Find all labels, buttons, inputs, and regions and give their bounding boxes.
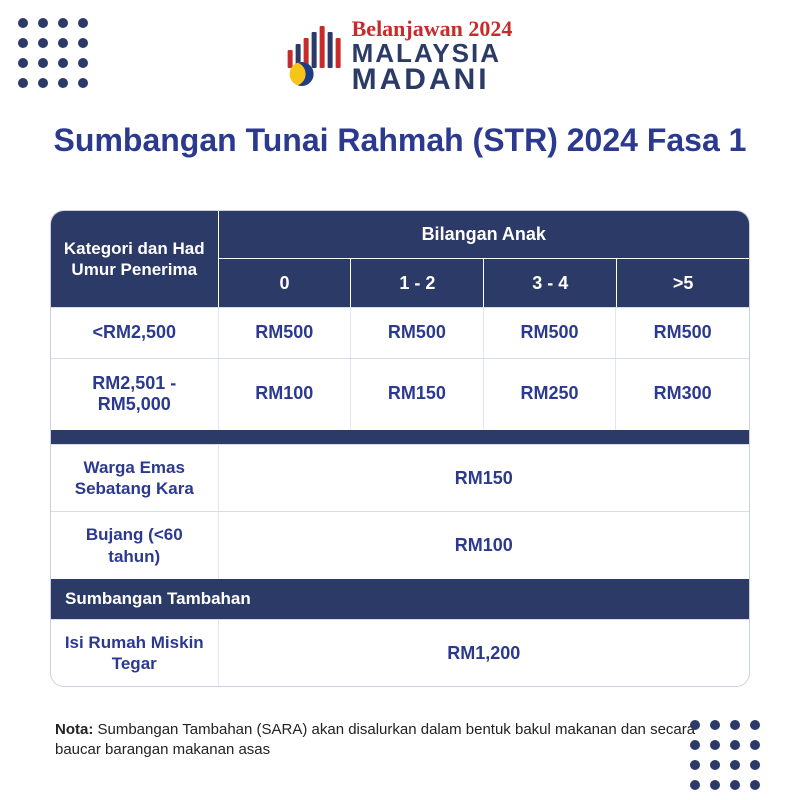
header-bracket: 1 - 2	[351, 259, 484, 307]
row-value: RM250	[484, 359, 617, 430]
row-label: RM2,501 - RM5,000	[51, 359, 219, 430]
logo: Belanjawan 2024 MALAYSIA MADANI	[288, 18, 513, 93]
footnote: Nota: Sumbangan Tambahan (SARA) akan dis…	[55, 720, 745, 761]
crescent-icon	[290, 62, 314, 86]
footnote-text: Sumbangan Tambahan (SARA) akan disalurka…	[55, 721, 695, 758]
row-label: Warga Emas Sebatang Kara	[51, 445, 219, 512]
table-row: Bujang (<60 tahun)RM100	[51, 511, 749, 579]
row-value: RM500	[484, 308, 617, 358]
table-row: Warga Emas Sebatang KaraRM150	[51, 444, 749, 512]
additional-row: Isi Rumah Miskin Tegar RM1,200	[51, 619, 749, 687]
logo-line2: MADANI	[352, 66, 513, 93]
header-children: Bilangan Anak	[219, 211, 749, 259]
header-bracket: 0	[219, 259, 352, 307]
header-bracket: >5	[617, 259, 749, 307]
payment-table: Kategori dan Had Umur Penerima Bilangan …	[50, 210, 750, 687]
row-value: RM500	[351, 308, 484, 358]
table-row: RM2,501 - RM5,000RM100RM150RM250RM300	[51, 358, 749, 430]
row-label: Bujang (<60 tahun)	[51, 512, 219, 579]
table-header: Kategori dan Had Umur Penerima Bilangan …	[51, 211, 749, 307]
logo-script: Belanjawan 2024	[352, 18, 513, 40]
footnote-label: Nota:	[55, 721, 93, 738]
separator	[51, 430, 749, 444]
additional-label: Isi Rumah Miskin Tegar	[51, 620, 219, 687]
row-value: RM500	[616, 308, 749, 358]
decor-dots-top-left	[18, 18, 88, 88]
logo-graphic	[288, 26, 342, 86]
decor-dots-bottom-right	[690, 720, 760, 790]
table-row: <RM2,500RM500RM500RM500RM500	[51, 307, 749, 358]
row-value: RM300	[616, 359, 749, 430]
row-value: RM500	[219, 308, 352, 358]
row-value: RM150	[351, 359, 484, 430]
header-category: Kategori dan Had Umur Penerima	[51, 211, 219, 307]
header-bracket: 3 - 4	[484, 259, 617, 307]
row-value: RM150	[219, 445, 749, 512]
row-label: <RM2,500	[51, 308, 219, 358]
row-value: RM100	[219, 512, 749, 579]
row-value: RM100	[219, 359, 352, 430]
additional-header: Sumbangan Tambahan	[51, 579, 749, 619]
page-title: Sumbangan Tunai Rahmah (STR) 2024 Fasa 1	[40, 122, 760, 159]
additional-value: RM1,200	[219, 620, 749, 687]
